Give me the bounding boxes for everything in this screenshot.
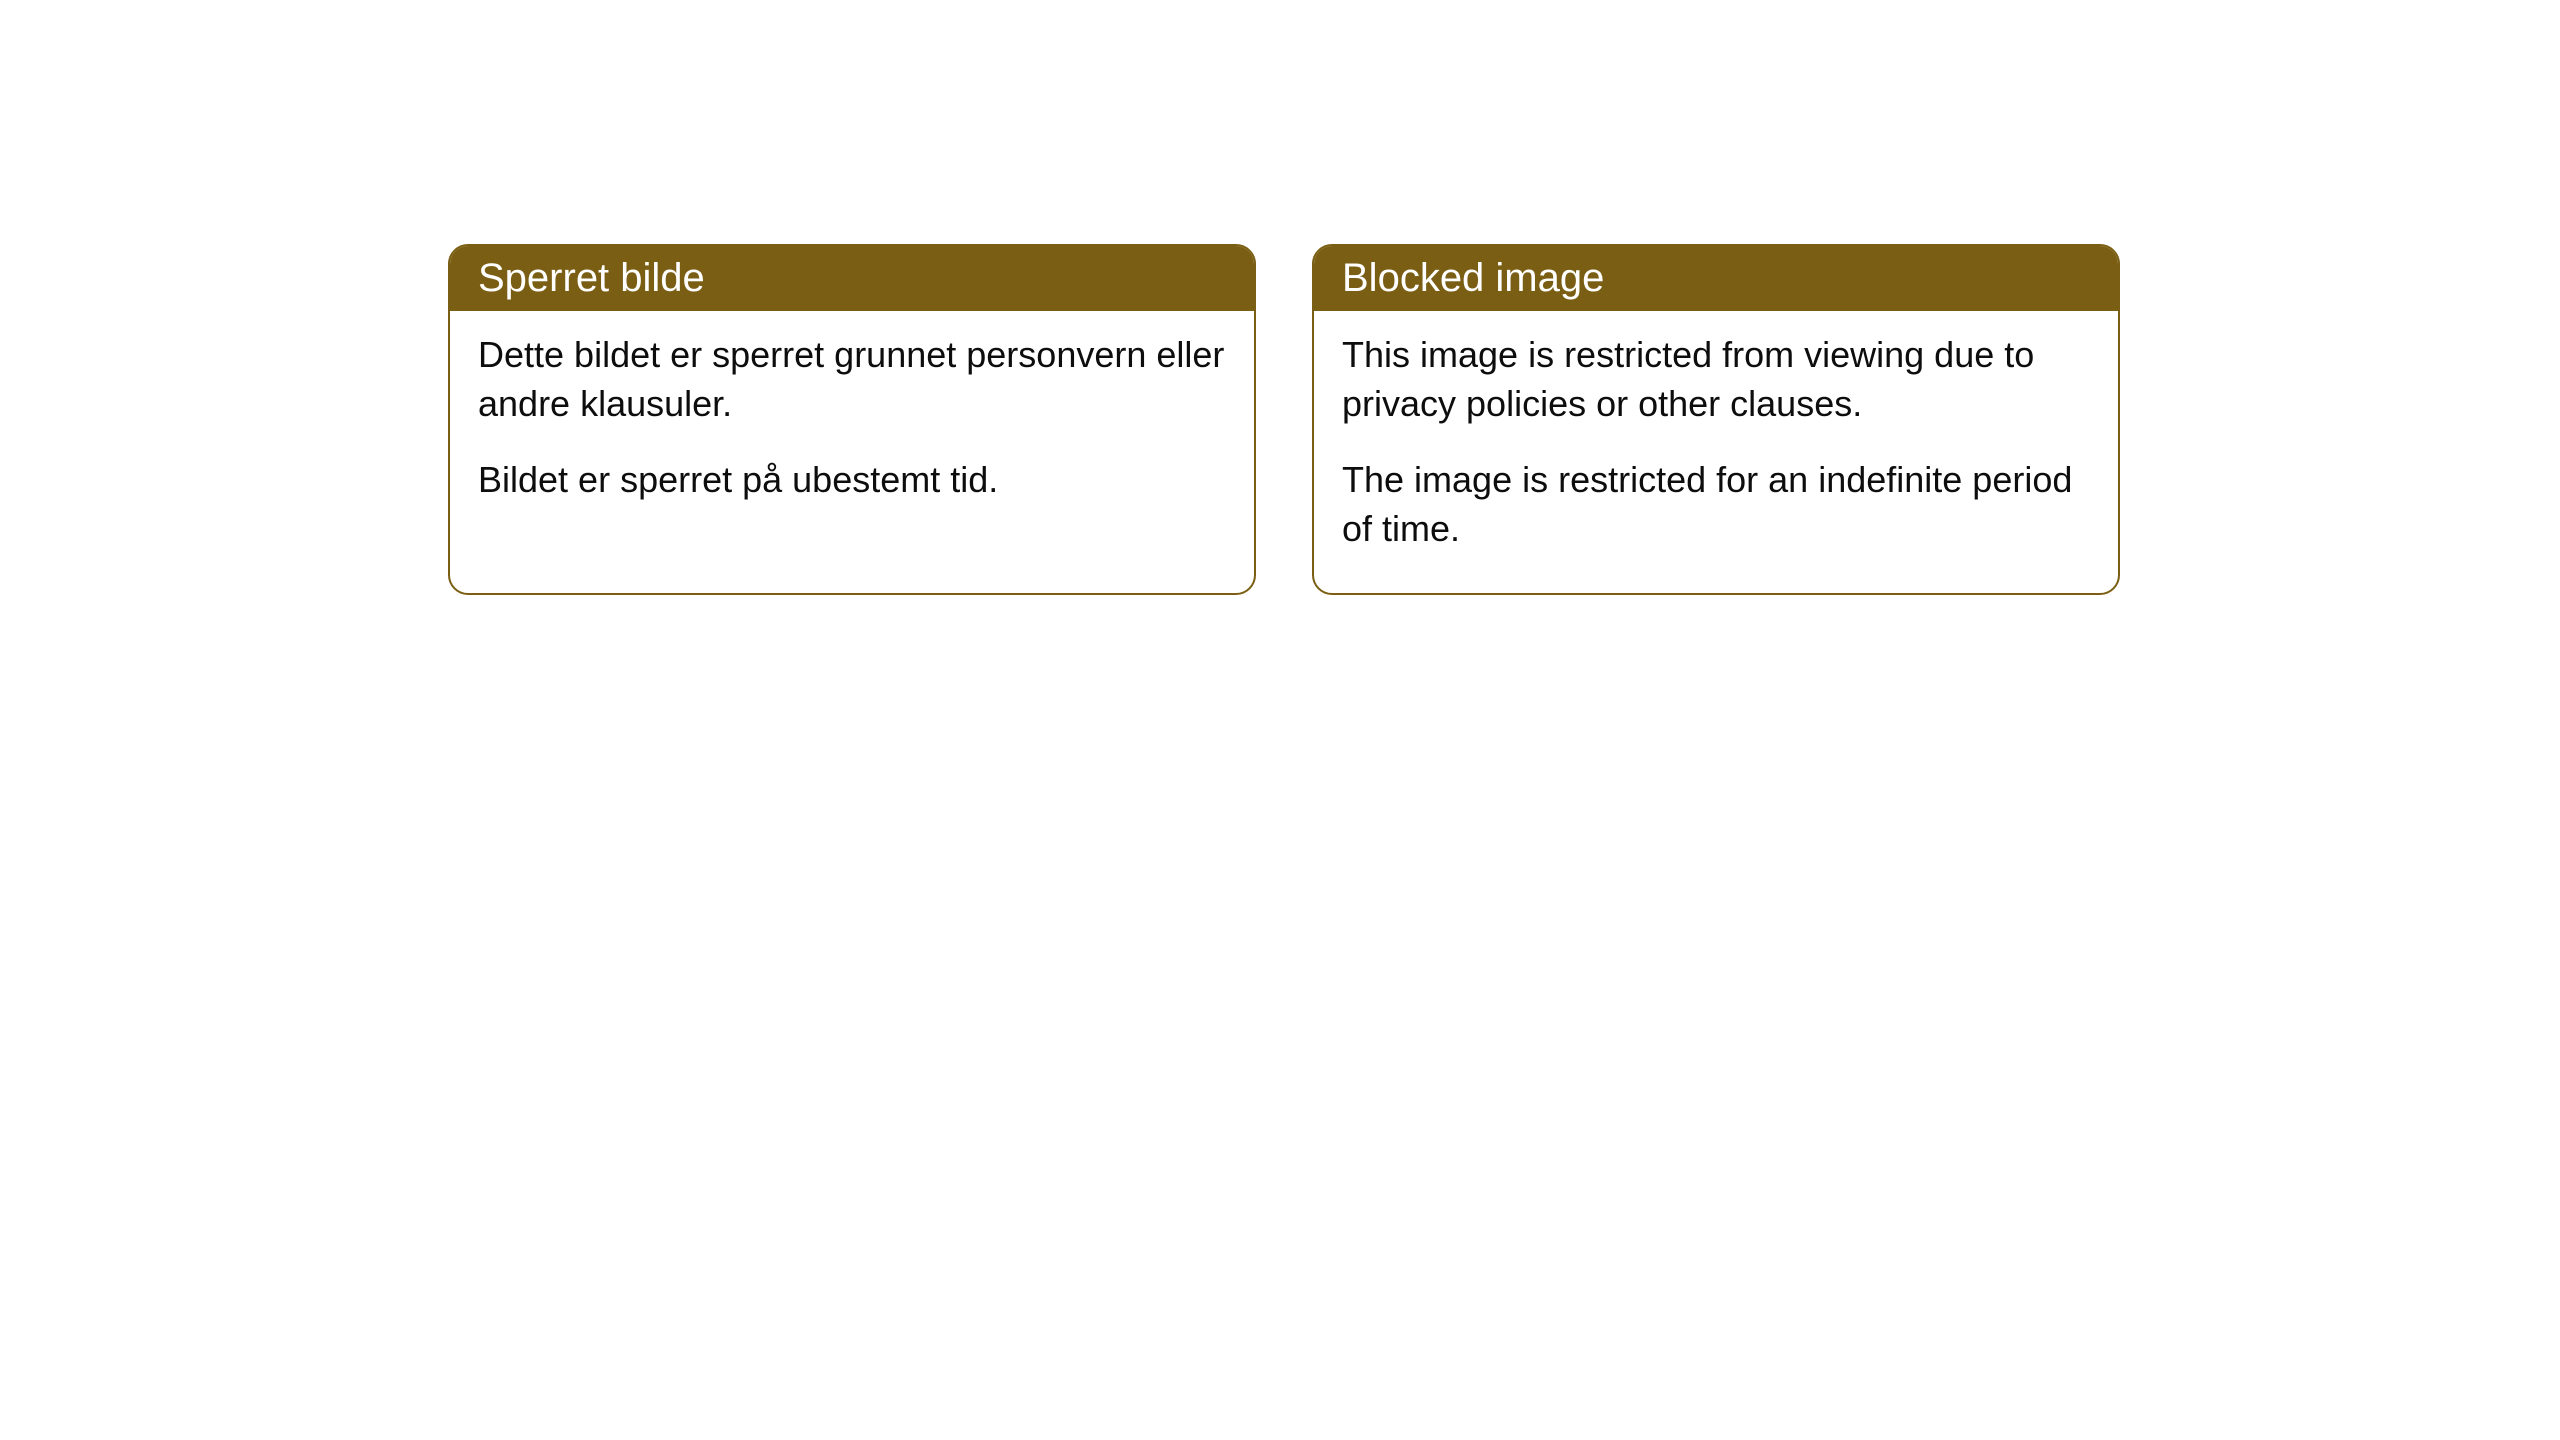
card-paragraph-en-1: This image is restricted from viewing du… xyxy=(1342,331,2090,428)
card-blocked-image-no: Sperret bilde Dette bildet er sperret gr… xyxy=(448,244,1256,595)
card-paragraph-en-2: The image is restricted for an indefinit… xyxy=(1342,456,2090,553)
card-paragraph-no-2: Bildet er sperret på ubestemt tid. xyxy=(478,456,1226,505)
card-body-en: This image is restricted from viewing du… xyxy=(1314,311,2118,593)
card-body-no: Dette bildet er sperret grunnet personve… xyxy=(450,311,1254,545)
cards-container: Sperret bilde Dette bildet er sperret gr… xyxy=(448,244,2120,595)
card-title-no: Sperret bilde xyxy=(478,256,705,300)
card-title-en: Blocked image xyxy=(1342,256,1604,300)
card-header-en: Blocked image xyxy=(1314,246,2118,311)
card-blocked-image-en: Blocked image This image is restricted f… xyxy=(1312,244,2120,595)
card-header-no: Sperret bilde xyxy=(450,246,1254,311)
card-paragraph-no-1: Dette bildet er sperret grunnet personve… xyxy=(478,331,1226,428)
